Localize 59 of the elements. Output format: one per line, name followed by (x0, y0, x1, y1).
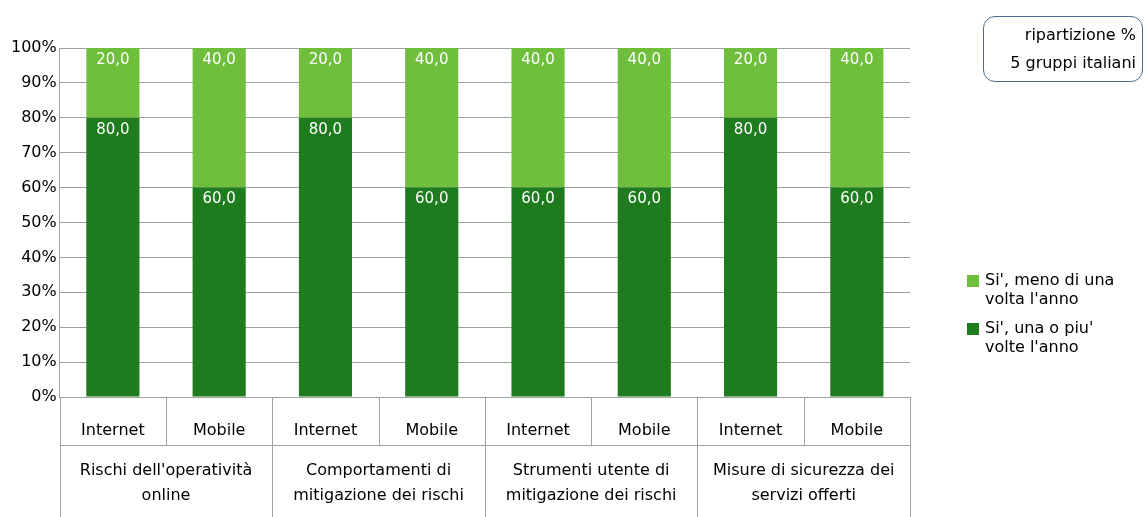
data-label: 40,0 (627, 49, 661, 68)
y-tick-label: 100% (10, 37, 57, 57)
x-tick-label: Mobile (830, 420, 884, 440)
data-label: 60,0 (627, 189, 661, 208)
y-tick-label: 90% (21, 72, 57, 92)
text: ripartizione % (1023, 24, 1136, 46)
y-tick-label: 60% (21, 176, 57, 196)
x-tick-label: Mobile (192, 420, 246, 440)
y-tick-label: 40% (21, 246, 57, 266)
bar (405, 48, 459, 188)
bar (298, 48, 353, 118)
data-label: 80,0 (308, 119, 343, 138)
y-tick-label: 10% (21, 351, 57, 371)
bar (511, 187, 565, 397)
text: Misure di sicurezza dei servizi offerti (712, 460, 895, 505)
y-tick-label: 30% (21, 281, 57, 301)
x-tick-label: Internet (506, 420, 570, 440)
bar (724, 48, 778, 118)
bar (617, 187, 671, 397)
y-tick-label: 0% (31, 386, 57, 406)
data-label: 40,0 (415, 49, 449, 68)
data-label: 40,0 (202, 49, 236, 68)
bar (192, 187, 246, 397)
data-label: 20,0 (308, 49, 343, 68)
bar (405, 187, 459, 397)
x-tick-label: Internet (718, 420, 783, 440)
text: 5 gruppi italiani (1009, 52, 1136, 74)
y-tick-label: 70% (21, 141, 57, 161)
data-label: 80,0 (96, 119, 130, 138)
data-label: 60,0 (840, 189, 874, 208)
x-tick-label: Mobile (405, 420, 458, 440)
data-label: 40,0 (521, 49, 555, 68)
bar (830, 187, 884, 397)
bar (511, 48, 565, 188)
data-label: 80,0 (733, 119, 768, 138)
legend-label: Si', meno di una volta l'anno (985, 270, 1116, 308)
bar (298, 117, 353, 397)
legend-label: Si', una o piu' volte l'anno (985, 318, 1095, 356)
data-label: 60,0 (521, 189, 555, 208)
data-label: 60,0 (202, 189, 236, 208)
data-label: 20,0 (733, 49, 768, 68)
y-tick-label: 20% (21, 316, 57, 336)
data-label: 60,0 (415, 189, 449, 208)
bar (86, 48, 140, 118)
data-label: 20,0 (96, 49, 130, 68)
text: Rischi dell'operatività online (79, 460, 253, 505)
x-tick-label: Internet (81, 420, 145, 440)
y-tick-label: 50% (21, 211, 57, 231)
bar (192, 48, 246, 188)
text: Strumenti utente di mitigazione dei rischi (505, 460, 677, 505)
data-label: 40,0 (840, 49, 874, 68)
x-tick-label: Internet (293, 420, 358, 440)
bar (830, 48, 884, 188)
bar (86, 117, 140, 397)
x-tick-label: Mobile (618, 420, 671, 440)
bar (724, 117, 778, 397)
y-tick-label: 80% (21, 106, 57, 126)
bar (617, 48, 671, 188)
text: Comportamenti di mitigazione dei rischi (293, 460, 464, 505)
